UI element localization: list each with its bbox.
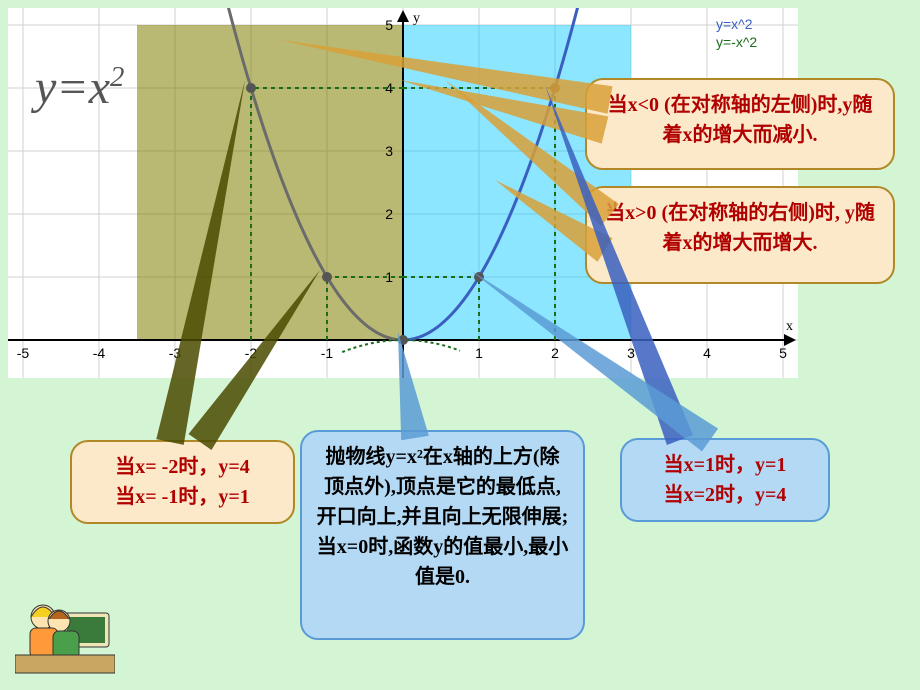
svg-text:5: 5 [385, 17, 393, 33]
svg-text:5: 5 [779, 345, 787, 361]
svg-text:3: 3 [385, 143, 393, 159]
legend-item: y=-x^2 [716, 34, 776, 50]
svg-text:x: x [786, 319, 793, 334]
svg-text:1: 1 [475, 345, 483, 361]
svg-text:-3: -3 [169, 345, 182, 361]
equation-main: y=x2 [35, 60, 124, 115]
svg-text:-1: -1 [321, 345, 334, 361]
svg-text:-4: -4 [93, 345, 106, 361]
callout-bottom-right: 当x=1时，y=1当x=2时，y=4 [620, 438, 830, 522]
svg-text:2: 2 [551, 345, 559, 361]
svg-text:-5: -5 [17, 345, 30, 361]
svg-text:4: 4 [703, 345, 711, 361]
svg-text:y: y [413, 11, 420, 26]
callout-bottom-center: 抛物线y=x²在x轴的上方(除顶点外),顶点是它的最低点,开口向上,并且向上无限… [300, 430, 585, 640]
legend-item: y=x^2 [716, 16, 776, 32]
svg-text:2: 2 [385, 206, 393, 222]
callout-bottom-left: 当x= -2时，y=4当x= -1时，y=1 [70, 440, 295, 524]
callout-top-right: 当x<0 (在对称轴的左侧)时,y随着x的增大而减小. [585, 78, 895, 170]
callout-mid-right: 当x>0 (在对称轴的右侧)时, y随着x的增大而增大. [585, 186, 895, 284]
svg-text:3: 3 [627, 345, 635, 361]
cartoon-icon [15, 595, 115, 675]
svg-text:-2: -2 [245, 345, 258, 361]
